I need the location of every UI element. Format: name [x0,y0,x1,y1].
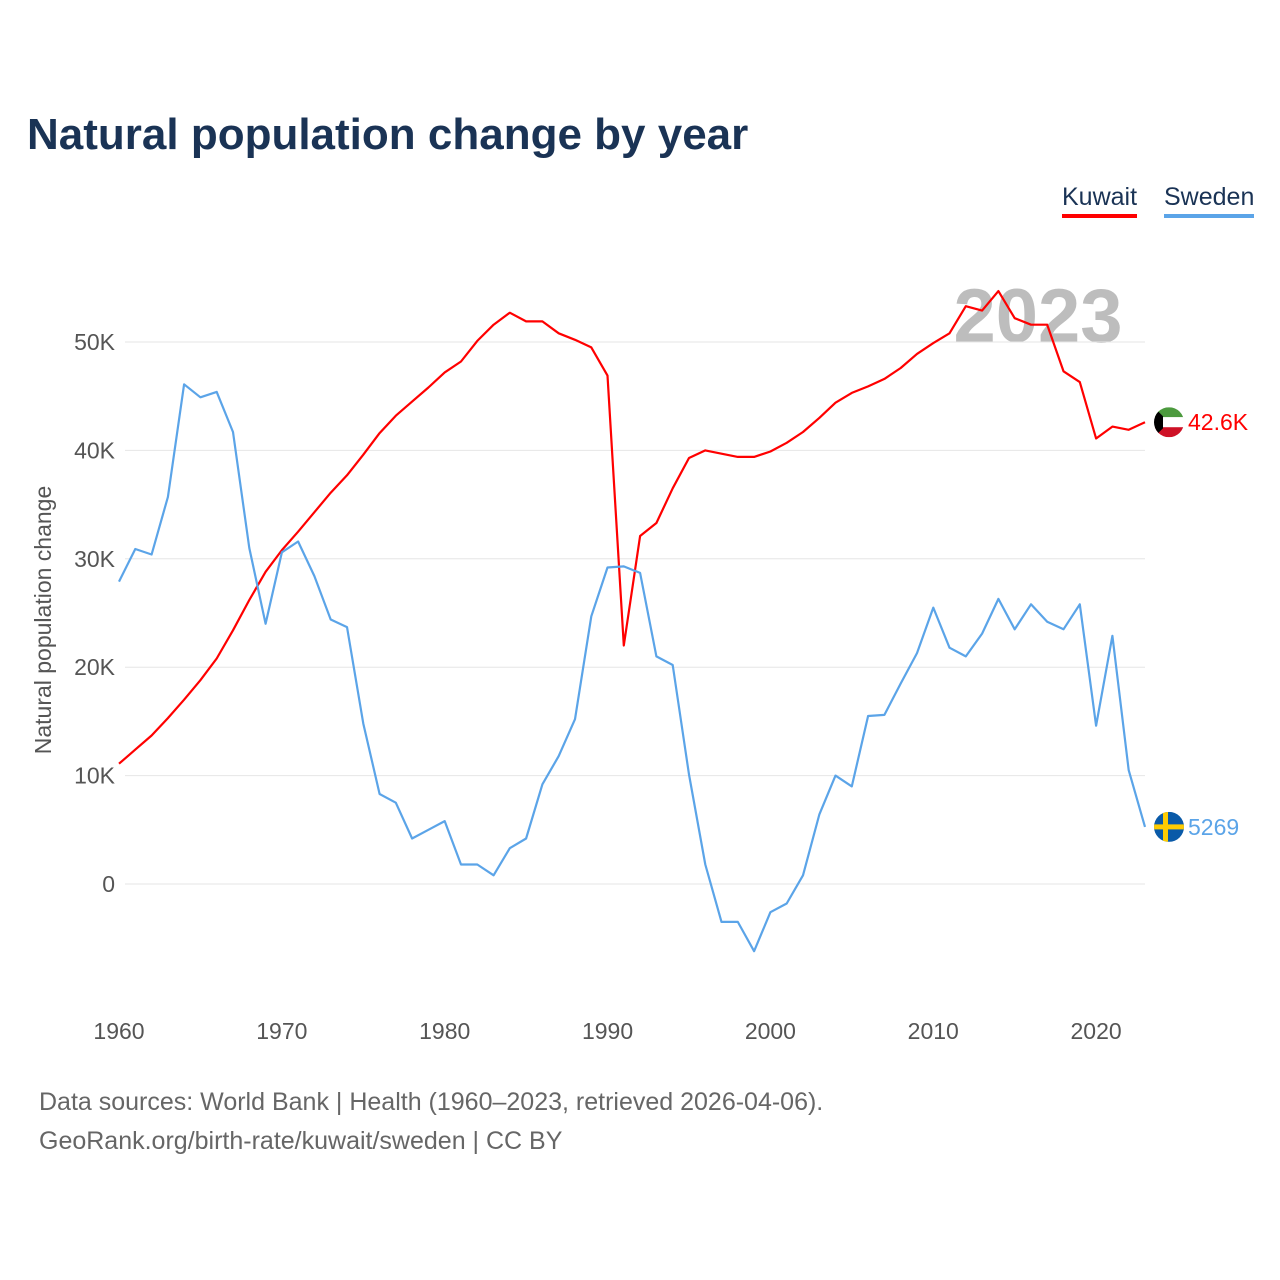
series-line-kuwait [118,290,1146,765]
legend-sweden[interactable]: Sweden [1164,183,1255,218]
flag-trapezoid [1154,407,1163,438]
y-tick-label: 50K [74,329,116,355]
end-label-kuwait: 42.6K [1188,409,1249,435]
flag-body [1154,407,1184,438]
x-tick-label: 1970 [256,1018,307,1044]
flag-body [1154,811,1184,842]
x-tick-label: 2010 [908,1018,959,1044]
legend-kuwait[interactable]: Kuwait [1062,183,1138,218]
x-tick-label: 2020 [1071,1018,1122,1044]
chart-title: Natural population change by year [27,110,749,159]
y-tick-label: 20K [74,654,116,680]
flag-stripe [1154,407,1184,418]
source-line-2[interactable]: GeoRank.org/birth-rate/kuwait/sweden | C… [39,1127,563,1155]
x-tick-label: 1960 [93,1018,144,1044]
flag-stripe [1154,417,1184,428]
flag-cross [1154,824,1184,830]
flag-cross [1163,811,1168,842]
y-tick-label: 0 [102,871,115,897]
end-label-sweden: 5269 [1188,814,1239,840]
x-tick-label: 2000 [745,1018,796,1044]
y-tick-label: 30K [74,546,116,572]
year-watermark: 2023 [953,274,1122,359]
flag-sweden-icon [1154,811,1184,842]
y-tick-label: 10K [74,763,116,789]
flag-stripe [1154,427,1184,438]
y-tick-label: 40K [74,437,116,463]
series-line-sweden [118,383,1147,953]
y-axis-label: Natural population change [30,486,56,755]
flag-kuwait-icon [1154,407,1184,438]
x-tick-label: 1980 [419,1018,470,1044]
source-line-1: Data sources: World Bank | Health (1960–… [39,1088,824,1116]
x-tick-label: 1990 [582,1018,633,1044]
